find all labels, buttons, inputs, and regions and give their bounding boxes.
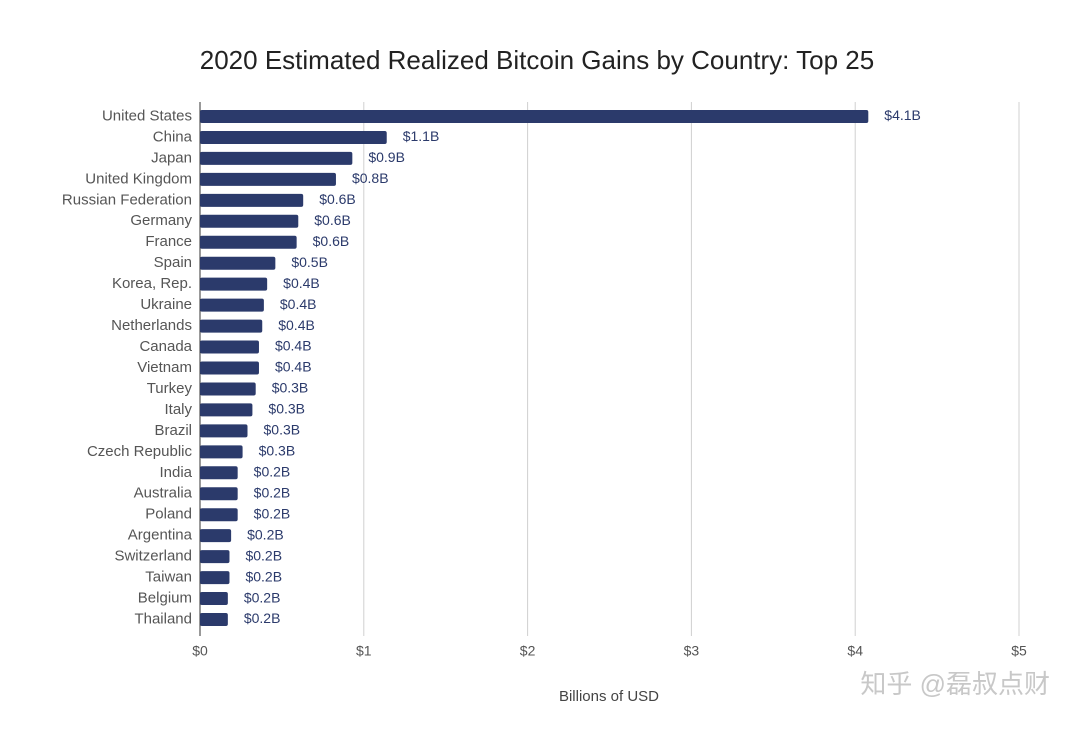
value-label: $0.2B [245,568,282,584]
value-label: $0.6B [314,212,351,228]
y-tick-label: China [153,128,193,145]
y-tick-label: Switzerland [114,548,192,565]
y-tick-label: Australia [134,485,193,502]
bar [200,529,232,543]
bar [200,613,228,627]
value-label: $0.3B [259,443,296,459]
value-label: $0.2B [254,484,291,500]
bar [200,424,248,438]
bar [200,319,263,333]
x-tick-label: $2 [520,643,536,659]
y-tick-label: Korea, Rep. [112,275,192,292]
value-label: $0.3B [264,422,301,438]
x-tick-label: $5 [1011,643,1027,659]
value-label: $0.2B [244,610,281,626]
value-label: $0.2B [244,589,281,605]
y-tick-label: Japan [151,149,192,166]
bar [200,151,353,165]
bar [200,235,297,249]
bar [200,193,304,207]
bar [200,466,238,480]
bar [200,298,264,312]
bar [200,592,228,606]
value-label: $0.4B [275,359,312,375]
y-tick-label: Taiwan [145,569,192,586]
value-label: $0.9B [368,149,405,165]
y-tick-label: Netherlands [111,317,192,334]
x-tick-label: $0 [192,643,208,659]
y-tick-label: Czech Republic [87,443,193,460]
y-tick-label: Ukraine [140,296,192,313]
bar [200,214,299,228]
value-label: $1.1B [403,128,440,144]
bar [200,340,259,354]
value-label: $0.2B [247,526,284,542]
y-tick-label: France [145,233,192,250]
x-tick-label: $1 [356,643,372,659]
bar [200,130,387,144]
value-label: $0.4B [283,275,320,291]
value-label: $0.4B [278,317,315,333]
y-tick-label: Argentina [128,527,193,544]
y-tick-label: Italy [164,401,192,418]
value-label: $0.4B [275,338,312,354]
bar [200,361,259,375]
watermark: 知乎 @磊叔点财 [860,669,1050,699]
value-label: $4.1B [884,107,921,123]
x-tick-label: $4 [847,643,863,659]
bar [200,550,230,564]
x-tick-label: $3 [684,643,700,659]
value-label: $0.4B [280,296,317,312]
bar [200,256,276,270]
bar [200,445,243,459]
bar [200,508,238,522]
bar [200,172,336,186]
y-tick-label: United States [102,107,192,124]
bar [200,571,230,585]
value-label: $0.5B [291,254,328,270]
y-tick-label: Thailand [134,610,192,627]
bar [200,487,238,501]
bar [200,109,869,123]
value-label: $0.2B [254,464,291,480]
y-tick-label: India [159,464,192,481]
value-label: $0.6B [319,191,356,207]
y-tick-label: Belgium [138,590,192,607]
y-tick-label: Turkey [147,380,193,397]
y-tick-label: Poland [145,506,192,523]
y-tick-label: Canada [139,338,192,355]
bar [200,382,256,396]
value-label: $0.2B [245,547,282,563]
value-label: $0.8B [352,170,389,186]
value-label: $0.2B [254,505,291,521]
bar [200,403,253,417]
y-tick-label: Brazil [154,422,192,439]
y-tick-label: United Kingdom [85,170,192,187]
chart-title: 2020 Estimated Realized Bitcoin Gains by… [200,45,874,75]
value-label: $0.3B [268,401,305,417]
y-tick-label: Vietnam [137,359,192,376]
y-tick-label: Germany [130,212,192,229]
value-label: $0.6B [313,233,350,249]
x-axis-label: Billions of USD [559,688,659,705]
y-tick-label: Spain [154,254,192,271]
bar [200,277,268,291]
value-label: $0.3B [272,380,309,396]
y-tick-label: Russian Federation [62,191,192,208]
